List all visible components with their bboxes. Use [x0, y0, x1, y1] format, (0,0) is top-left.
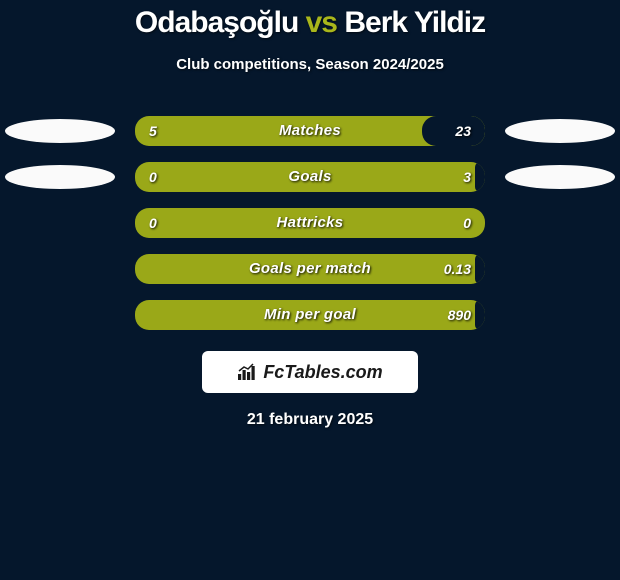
comparison-title: Odabaşoğlu vs Berk Yildiz: [0, 0, 620, 40]
logo-box: FcTables.com: [202, 351, 418, 393]
stat-bar: Goals per match0.13: [135, 254, 485, 284]
stat-value-left: 0: [149, 162, 157, 192]
stat-value-right: 0.13: [444, 254, 471, 284]
stat-row: Goals per match0.13: [0, 251, 620, 287]
stat-label: Goals per match: [135, 254, 485, 284]
stat-row: Goals0 3: [0, 159, 620, 195]
stat-value-right: 3: [463, 162, 471, 192]
player2-name: Berk Yildiz: [344, 6, 485, 39]
stat-bar: Min per goal890: [135, 300, 485, 330]
stat-label: Min per goal: [135, 300, 485, 330]
date-text: 21 february 2025: [0, 411, 620, 429]
stat-label: Matches: [135, 116, 485, 146]
stat-value-left: 5: [149, 116, 157, 146]
stat-row: Hattricks0 0: [0, 205, 620, 241]
stat-value-left: 0: [149, 208, 157, 238]
stat-row: Matches5 23: [0, 113, 620, 149]
player1-name: Odabaşoğlu: [135, 6, 298, 39]
stat-bar: Hattricks0 0: [135, 208, 485, 238]
vs-text: vs: [306, 6, 337, 39]
stat-bar: Goals0 3: [135, 162, 485, 192]
player1-disc: [5, 165, 115, 189]
stat-value-right: 890: [448, 300, 471, 330]
chart-icon: [237, 363, 259, 381]
stat-value-right: 0: [463, 208, 471, 238]
stat-label: Hattricks: [135, 208, 485, 238]
logo-text: FcTables.com: [263, 362, 382, 383]
stat-label: Goals: [135, 162, 485, 192]
player1-disc: [5, 119, 115, 143]
player2-disc: [505, 165, 615, 189]
stat-row: Min per goal890: [0, 297, 620, 333]
stats-container: Matches523Goals03Hattricks00Goals per ma…: [0, 113, 620, 333]
player2-disc: [505, 119, 615, 143]
stat-bar: Matches5 23: [135, 116, 485, 146]
subtitle: Club competitions, Season 2024/2025: [0, 56, 620, 73]
site-logo: FcTables.com: [237, 362, 382, 383]
stat-value-right: 23: [455, 116, 471, 146]
